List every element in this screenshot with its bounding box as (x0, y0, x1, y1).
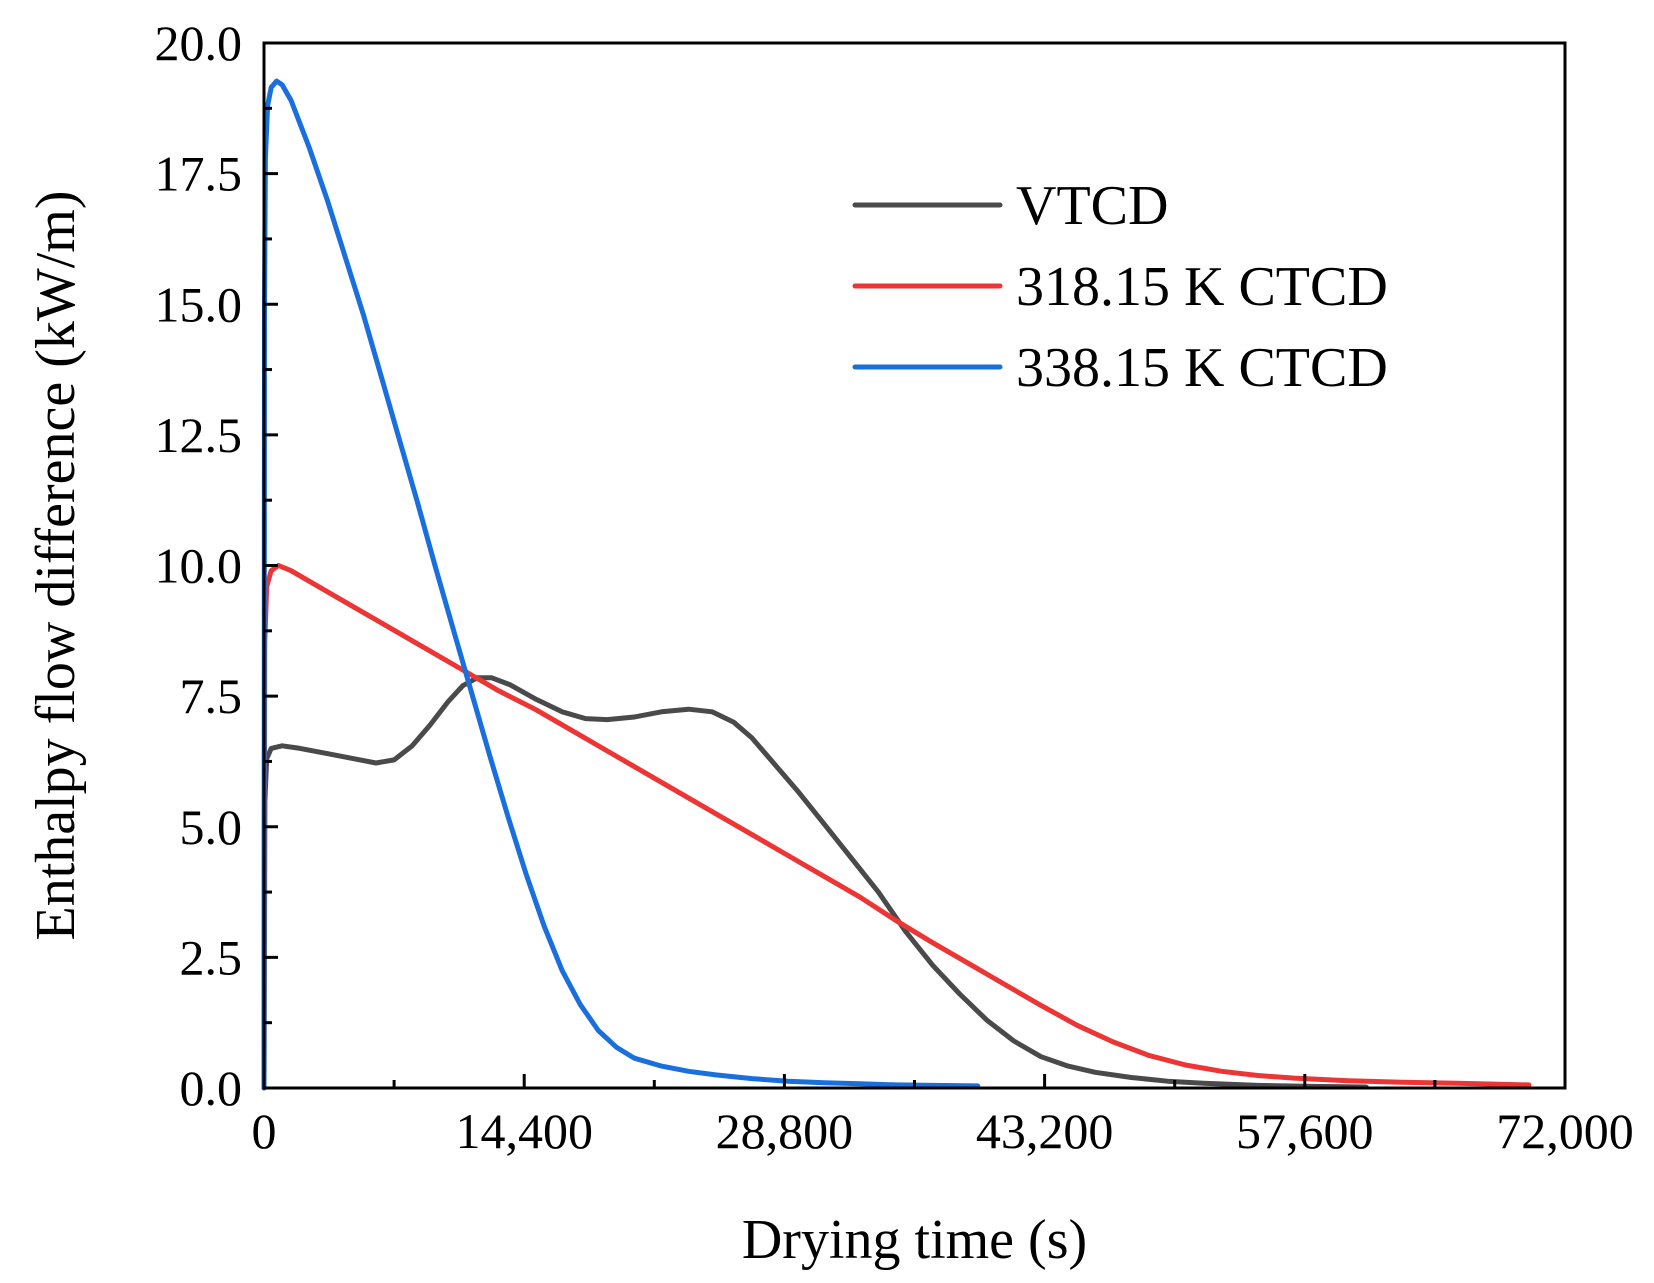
y-tick-label: 5.0 (180, 799, 243, 855)
y-tick-label: 20.0 (155, 15, 243, 71)
y-tick-label: 2.5 (180, 929, 243, 985)
y-tick-label: 17.5 (155, 146, 243, 202)
series-line-338-15-k-ctcd (261, 78, 981, 1091)
legend-label-vtcd: VTCD (1016, 175, 1168, 237)
series-line-318-15-k-ctcd (261, 563, 1532, 1091)
x-tick-label: 72,000 (1496, 1103, 1634, 1159)
legend: VTCD 318.15 K CTCD 338.15 K CTCD (852, 175, 1388, 399)
y-tick-label: 12.5 (155, 407, 243, 463)
y-tick-label: 0.0 (180, 1060, 243, 1116)
series-line-vtcd (261, 675, 1369, 1091)
series-group (261, 78, 1532, 1091)
x-tick-label: 57,600 (1236, 1103, 1374, 1159)
ticks-group (262, 41, 1567, 1090)
y-tick-label: 15.0 (155, 276, 243, 332)
x-tick-label: 28,800 (716, 1103, 854, 1159)
x-tick-label: 0 (252, 1103, 277, 1159)
legend-label-318-15-k-ctcd: 318.15 K CTCD (1016, 256, 1388, 318)
y-tick-label: 7.5 (180, 668, 243, 724)
y-tick-label: 10.0 (155, 538, 243, 594)
y-axis-title: Enthalpy flow difference (kW/m) (25, 190, 87, 940)
tick-labels-group: 0 14,400 28,800 43,200 57,600 72,000 0.0 2.5 5.0… (155, 15, 1634, 1159)
x-tick-label: 43,200 (976, 1103, 1114, 1159)
x-tick-label: 14,400 (455, 1103, 593, 1159)
legend-label-338-15-k-ctcd: 338.15 K CTCD (1016, 337, 1388, 399)
x-axis-title: Drying time (s) (742, 1209, 1087, 1271)
